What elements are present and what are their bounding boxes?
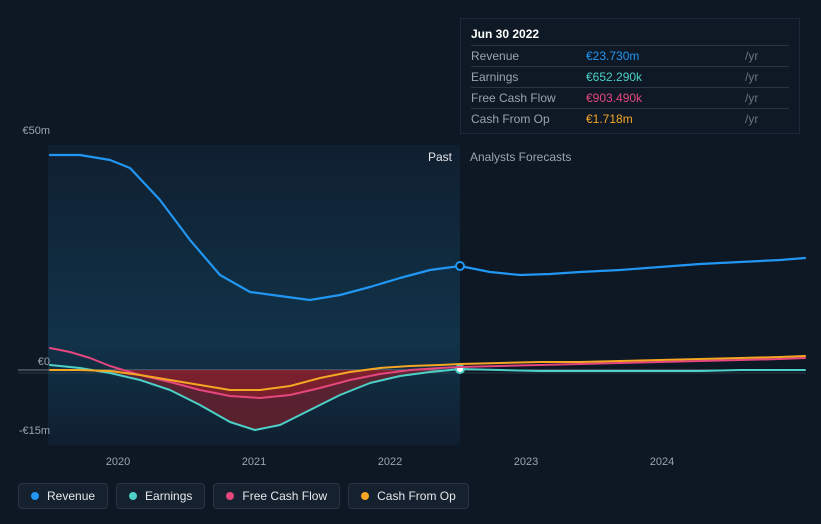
chart-root: Past Analysts Forecasts Jun 30 2022 Reve…	[0, 0, 821, 524]
chart-tooltip: Jun 30 2022 Revenue€23.730m/yrEarnings€6…	[460, 18, 800, 134]
legend-dot-icon	[226, 492, 234, 500]
legend-item-label: Revenue	[47, 489, 95, 503]
x-axis-label: 2020	[106, 456, 130, 468]
tooltip-row: Free Cash Flow€903.490k/yr	[471, 88, 789, 109]
legend-dot-icon	[129, 492, 137, 500]
tooltip-row: Cash From Op€1.718m/yr	[471, 109, 789, 130]
x-axis-label: 2022	[378, 456, 402, 468]
tooltip-row: Earnings€652.290k/yr	[471, 67, 789, 88]
forecast-label: Analysts Forecasts	[470, 150, 571, 164]
tooltip-row-unit: /yr	[741, 88, 789, 109]
legend-dot-icon	[361, 492, 369, 500]
legend: Revenue Earnings Free Cash Flow Cash From O…	[18, 483, 469, 509]
x-axis-label: 2021	[242, 456, 266, 468]
tooltip-row-label: Earnings	[471, 67, 586, 88]
legend-dot-icon	[31, 492, 39, 500]
series-marker	[456, 262, 464, 270]
tooltip-title: Jun 30 2022	[471, 27, 789, 41]
legend-item[interactable]: Free Cash Flow	[213, 483, 340, 509]
tooltip-row-value: €903.490k	[586, 88, 741, 109]
legend-item-label: Free Cash Flow	[242, 489, 327, 503]
tooltip-row-unit: /yr	[741, 67, 789, 88]
past-label: Past	[360, 150, 452, 164]
legend-item-label: Cash From Op	[377, 489, 456, 503]
tooltip-row-value: €652.290k	[586, 67, 741, 88]
x-axis-label: 2024	[650, 456, 674, 468]
legend-item[interactable]: Revenue	[18, 483, 108, 509]
tooltip-row: Revenue€23.730m/yr	[471, 46, 789, 67]
tooltip-row-value: €23.730m	[586, 46, 741, 67]
tooltip-row-label: Cash From Op	[471, 109, 586, 130]
tooltip-row-unit: /yr	[741, 46, 789, 67]
legend-item[interactable]: Cash From Op	[348, 483, 469, 509]
tooltip-row-value: €1.718m	[586, 109, 741, 130]
x-axis-label: 2023	[514, 456, 538, 468]
legend-item[interactable]: Earnings	[116, 483, 205, 509]
y-axis-label: -€15m	[0, 425, 50, 437]
tooltip-table: Revenue€23.730m/yrEarnings€652.290k/yrFr…	[471, 45, 789, 129]
y-axis-label: €0	[0, 356, 50, 368]
legend-item-label: Earnings	[145, 489, 192, 503]
tooltip-row-label: Revenue	[471, 46, 586, 67]
tooltip-row-label: Free Cash Flow	[471, 88, 586, 109]
tooltip-row-unit: /yr	[741, 109, 789, 130]
y-axis-label: €50m	[0, 125, 50, 137]
